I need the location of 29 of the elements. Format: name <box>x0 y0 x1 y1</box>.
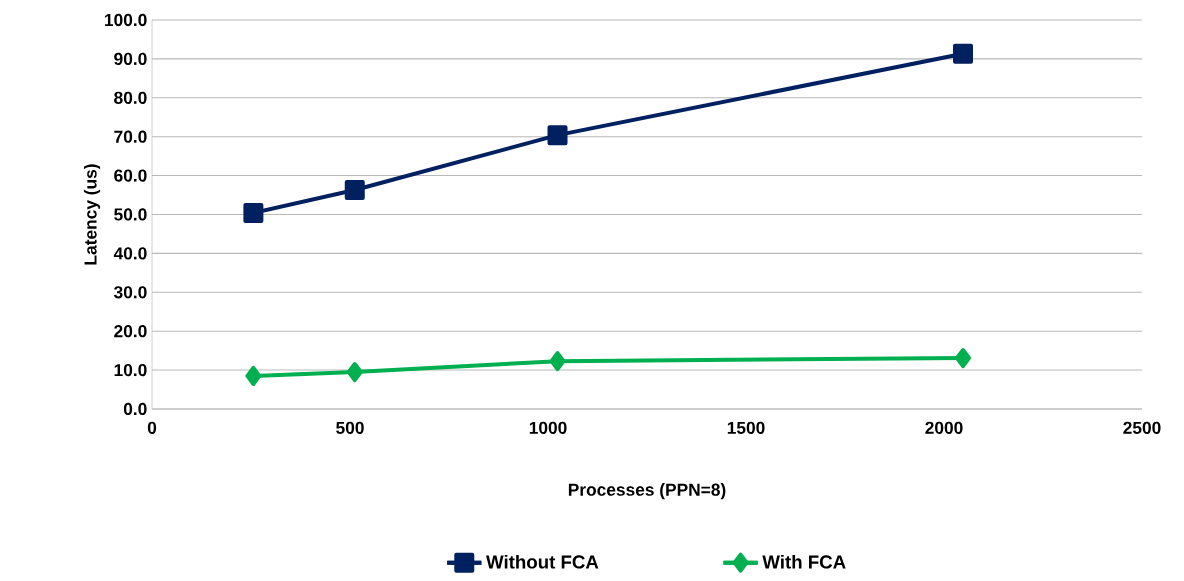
point <box>547 125 568 146</box>
x-tick-label: 0 <box>147 421 157 434</box>
x-tick-label: 500 <box>336 421 364 434</box>
x-tick-label: 2500 <box>1123 421 1161 434</box>
y-tick-label: 70.0 <box>114 130 147 143</box>
y-tick-label: 100.0 <box>105 13 147 27</box>
y-tick-label: 80.0 <box>114 91 147 104</box>
y-tick-label: 30.0 <box>113 286 147 299</box>
y-tick-label: 10.0 <box>114 363 147 377</box>
y-tick-label: 90.0 <box>114 52 147 66</box>
point <box>344 179 365 200</box>
point <box>955 348 972 369</box>
y-tick-label: 60.0 <box>114 169 147 182</box>
point <box>243 202 264 223</box>
y-tick-label: 0.0 <box>123 402 147 416</box>
y-tick-label: 20.0 <box>114 325 147 338</box>
x-axis-title: Processes (PPN=8) <box>568 483 726 500</box>
legend-label: With FCA <box>762 554 846 569</box>
legend-label: Without FCA <box>486 554 599 569</box>
x-tick-label: 2000 <box>925 421 963 434</box>
point <box>245 365 262 386</box>
y-axis-title: Latency (us) <box>83 164 101 265</box>
point <box>549 351 566 372</box>
y-tick-label: 40.0 <box>113 247 147 260</box>
point <box>346 362 363 383</box>
x-tick-label: 1000 <box>529 421 567 434</box>
x-tick-label: 1500 <box>727 421 765 434</box>
y-tick-label: 50.0 <box>114 208 147 221</box>
point <box>953 43 974 64</box>
